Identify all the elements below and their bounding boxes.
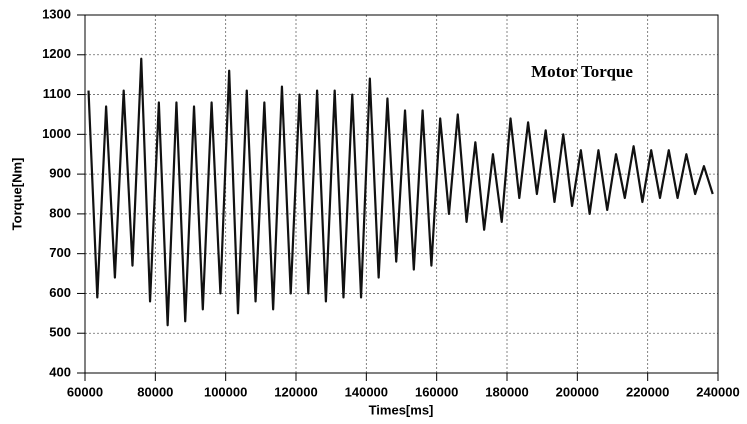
series-line — [87, 57, 714, 327]
x-tick-label: 160000 — [415, 384, 458, 399]
y-tick-label: 700 — [49, 245, 71, 260]
x-tick-label: 60000 — [67, 384, 103, 399]
x-tick-label: 80000 — [137, 384, 173, 399]
x-tick-label: 100000 — [204, 384, 247, 399]
y-tick-label: 800 — [49, 205, 71, 220]
y-tick-label: 1100 — [43, 86, 71, 101]
y-tick-label: 1000 — [42, 126, 71, 141]
plot-frame — [84, 14, 719, 374]
x-tick-label: 200000 — [556, 384, 599, 399]
y-tick-label: 500 — [49, 325, 71, 340]
y-tick-label: 400 — [49, 364, 71, 379]
x-tick-label: 240000 — [696, 384, 739, 399]
y-tick-label: 1300 — [42, 6, 71, 21]
x-tick-label: 220000 — [626, 384, 669, 399]
annotation: Motor Torque — [531, 62, 633, 81]
x-axis-label: Times[ms] — [369, 402, 434, 417]
y-tick-label: 900 — [49, 166, 71, 181]
y-tick-label: 600 — [49, 285, 71, 300]
x-tick-label: 180000 — [485, 384, 528, 399]
x-tick-label: 140000 — [345, 384, 388, 399]
x-tick-label: 120000 — [274, 384, 317, 399]
y-tick-label: 1200 — [42, 46, 71, 61]
y-axis-label: Torque[Nm] — [9, 158, 24, 231]
